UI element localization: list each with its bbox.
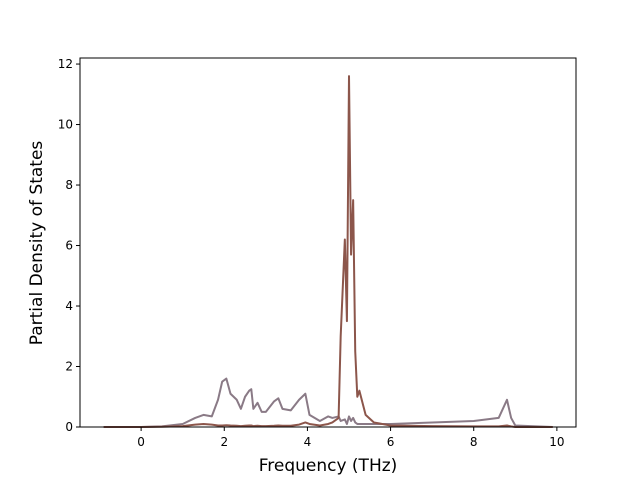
- x-tick-label: 10: [549, 435, 564, 449]
- x-tick-label: 8: [470, 435, 478, 449]
- data-line: [103, 377, 553, 428]
- y-tick-label: 6: [65, 239, 73, 253]
- x-axis-label: Frequency (THz): [259, 456, 398, 476]
- y-tick-label: 4: [65, 299, 73, 313]
- x-tick-label: 2: [220, 435, 228, 449]
- y-tick-label: 10: [58, 118, 73, 132]
- x-tick-label: 6: [387, 435, 395, 449]
- plot-frame: [79, 57, 577, 428]
- x-tick-label: 0: [137, 435, 145, 449]
- data-line: [103, 75, 553, 428]
- x-tick-label: 4: [304, 435, 312, 449]
- y-tick-label: 8: [65, 178, 73, 192]
- y-tick-label: 0: [65, 420, 73, 434]
- y-tick-label: 2: [65, 360, 73, 374]
- y-tick-label: 12: [58, 57, 73, 71]
- y-axis-label: Partial Density of States: [27, 141, 47, 346]
